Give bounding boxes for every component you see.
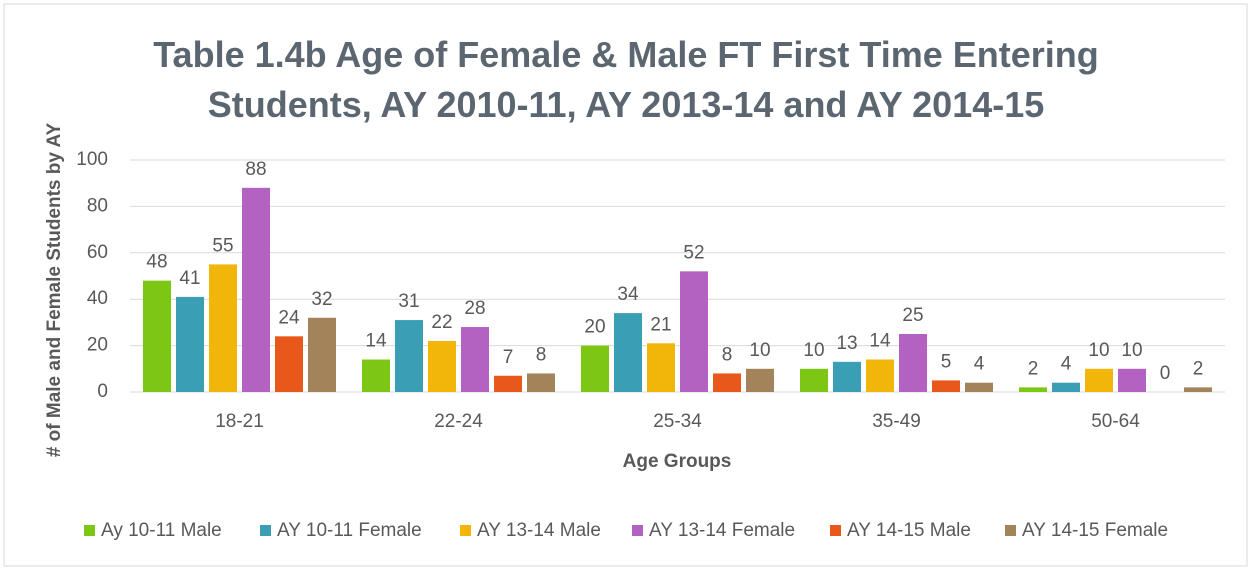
data-label: 10 [749,340,770,361]
data-label: 48 [146,252,167,273]
data-label: 55 [212,235,233,256]
bar [176,296,204,392]
legend-label: AY 13-14 Female [649,520,795,541]
bar [581,345,609,392]
legend-swatch [632,525,643,536]
data-label: 0 [1160,363,1171,384]
chart-border [3,3,1248,567]
bar [833,361,861,392]
data-label: 4 [1061,354,1072,375]
data-label: 10 [803,340,824,361]
data-label: 2 [1193,358,1204,379]
x-tick-label: 35-49 [872,411,921,432]
bar [494,375,522,392]
bar [209,264,237,392]
legend-swatch [84,525,95,536]
data-label: 41 [179,268,200,289]
bar [242,187,270,392]
legend-label: AY 13-14 Male [477,520,601,541]
bar [143,280,171,392]
bar [899,334,927,392]
bar [647,343,675,392]
y-tick-label: 80 [87,195,108,216]
bar [461,327,489,392]
data-label: 25 [902,305,923,326]
bar [308,317,336,392]
bar [800,368,828,392]
bar [1184,387,1212,392]
data-label: 13 [836,333,857,354]
bar [614,313,642,392]
bar [713,373,741,392]
data-label: 7 [503,347,514,368]
y-tick-label: 40 [87,288,108,309]
data-label: 32 [311,289,332,310]
data-label: 34 [617,284,639,305]
legend-swatch [1005,525,1016,536]
data-label: 8 [536,344,547,365]
legend-label: AY 14-15 Female [1022,520,1168,541]
bar [1118,368,1146,392]
bar [1052,382,1080,392]
data-label: 14 [869,331,891,352]
bar [1085,368,1113,392]
data-label: 31 [398,291,419,312]
bar [1019,387,1047,392]
y-tick-label: 0 [97,381,108,402]
bar [362,359,390,392]
data-label: 10 [1121,340,1142,361]
x-tick-label: 18-21 [215,411,264,432]
bar [680,271,708,392]
bar [866,359,894,392]
bar [428,340,456,392]
y-tick-label: 100 [76,149,108,170]
data-label: 24 [278,307,300,328]
bar [746,368,774,392]
bar [395,320,423,392]
data-label: 22 [431,312,452,333]
bar [932,380,960,392]
data-label: 5 [941,351,952,372]
x-tick-label: 25-34 [653,411,702,432]
legend-swatch [260,525,271,536]
chart-title: Table 1.4b Age of Female & Male FT First… [153,34,1099,125]
legend-label: AY 10-11 Female [277,520,422,541]
x-axis-label: Age Groups [623,451,732,472]
legend-label: AY 14-15 Male [847,520,971,541]
bar [275,336,303,392]
legend-swatch [460,525,471,536]
data-label: 20 [584,317,605,338]
data-label: 2 [1028,358,1039,379]
data-label: 52 [683,242,704,263]
y-tick-label: 60 [87,242,108,263]
data-label: 21 [650,314,671,335]
legend-label: Ay 10-11 Male [101,520,222,541]
y-axis-label: # of Male and Female Students by AY [44,123,65,458]
data-label: 88 [245,159,266,180]
data-label: 14 [365,331,387,352]
x-tick-label: 50-64 [1091,411,1140,432]
bar [965,382,993,392]
data-label: 28 [464,298,485,319]
data-label: 8 [722,344,733,365]
bar [527,373,555,392]
legend-swatch [830,525,841,536]
y-tick-label: 20 [87,335,108,356]
x-tick-label: 22-24 [434,411,483,432]
data-label: 10 [1088,340,1109,361]
data-label: 4 [974,354,985,375]
